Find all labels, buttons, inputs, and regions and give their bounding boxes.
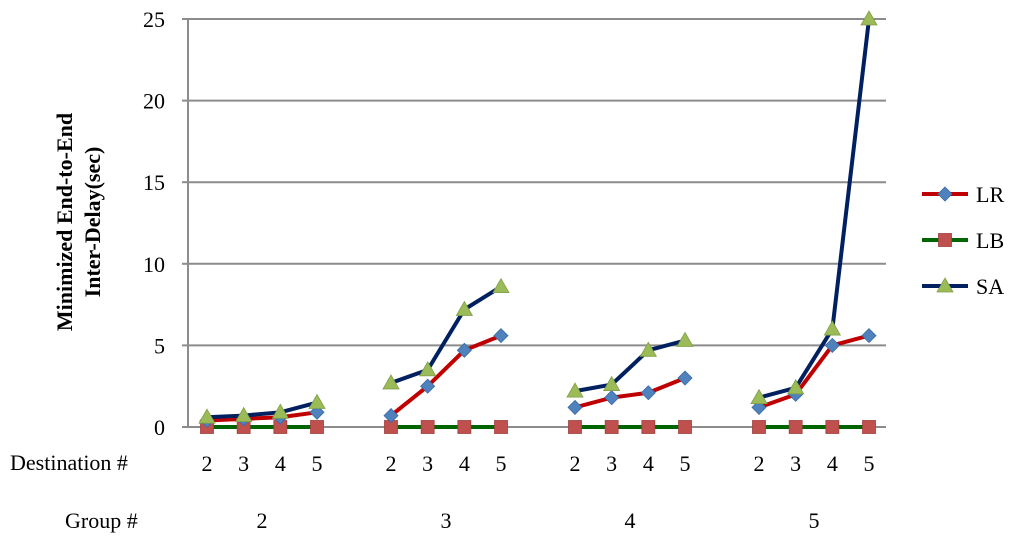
- data-point-lr: [567, 399, 583, 415]
- data-point-lr: [604, 390, 620, 406]
- legend-item-lb: LB: [922, 228, 1004, 253]
- destination-tick-label: 3: [606, 451, 617, 476]
- legend-item-lr: LR: [922, 182, 1004, 207]
- destination-tick-label: 2: [202, 451, 213, 476]
- series-line-sa: [390, 284, 503, 385]
- data-point-lb: [641, 420, 656, 434]
- data-point-sa: [418, 361, 437, 377]
- data-point-lb: [457, 420, 472, 434]
- legend-label: LR: [976, 182, 1004, 207]
- destination-tick-label: 2: [570, 451, 581, 476]
- y-tick-label: 20: [143, 89, 165, 114]
- data-point-sa: [382, 374, 400, 390]
- legend-marker: [936, 277, 954, 293]
- y-tick-label: 10: [143, 252, 165, 277]
- data-point-lr: [824, 337, 840, 353]
- data-point-lr: [493, 328, 509, 344]
- data-point-sa: [786, 379, 805, 395]
- axes: [182, 18, 886, 428]
- data-point-lb: [494, 420, 508, 434]
- data-point-sa: [602, 375, 621, 391]
- series-line-sa: [574, 338, 686, 394]
- data-point-lb: [604, 420, 619, 434]
- series-line-lr: [389, 333, 502, 418]
- legend: LR LB SA: [922, 182, 1004, 299]
- destination-tick-label: 5: [680, 451, 691, 476]
- data-point-sa: [566, 382, 584, 398]
- group-tick-label: 2: [257, 508, 268, 533]
- x-tick-labels: 2 3 4 522 3 4 532 3 4 542 3 4 55: [202, 451, 875, 533]
- series-lr: [199, 328, 877, 429]
- data-point-lr: [640, 385, 656, 401]
- destination-tick-label: 3: [238, 451, 249, 476]
- legend-marker: [938, 233, 952, 247]
- destination-tick-label: 5: [312, 451, 323, 476]
- y-axis-label-line2: Inter-Delay(sec): [80, 147, 105, 298]
- series-layer: [198, 10, 878, 434]
- destination-tick-label: 2: [386, 451, 397, 476]
- data-point-lr: [861, 328, 877, 344]
- data-point-sa: [271, 403, 290, 419]
- data-point-lr: [677, 370, 693, 386]
- series-line-sa: [758, 18, 871, 400]
- y-tick-label: 25: [143, 7, 165, 32]
- y-axis-label-line1: Minimized End-to-End: [52, 113, 77, 331]
- destination-tick-label: 5: [496, 451, 507, 476]
- destination-tick-label: 3: [790, 451, 801, 476]
- data-point-lb: [788, 420, 803, 434]
- data-point-lb: [862, 420, 876, 434]
- data-point-lb: [310, 420, 324, 434]
- group-tick-label: 4: [625, 508, 636, 533]
- y-tick-label: 15: [143, 170, 165, 195]
- data-point-lb: [678, 420, 692, 434]
- data-point-sa: [639, 341, 658, 357]
- series-sa: [198, 10, 878, 424]
- destination-tick-label: 3: [422, 451, 433, 476]
- legend-label: LB: [976, 228, 1004, 253]
- data-point-sa: [750, 388, 768, 405]
- data-point-sa: [492, 277, 510, 294]
- destination-tick-label: 5: [864, 451, 875, 476]
- group-row-label: Group #: [65, 508, 138, 533]
- y-tick-label: 0: [154, 415, 165, 440]
- series-line-lr: [758, 333, 870, 410]
- data-point-sa: [455, 300, 474, 316]
- y-tick-labels: 0 5 10 15 20 25: [143, 7, 165, 440]
- group-tick-label: 5: [809, 508, 820, 533]
- series-line-lr: [206, 410, 318, 423]
- y-tick-label: 5: [154, 333, 165, 358]
- group-tick-label: 3: [441, 508, 452, 533]
- legend-item-sa: SA: [922, 274, 1004, 299]
- data-point-sa: [308, 393, 326, 409]
- data-point-sa: [860, 10, 878, 26]
- data-point-lb: [420, 420, 435, 434]
- legend-marker: [937, 186, 953, 202]
- data-point-lb: [568, 420, 582, 434]
- data-point-lr: [383, 408, 399, 424]
- destination-tick-label: 4: [643, 451, 654, 476]
- data-point-lr: [420, 378, 436, 394]
- series-line-lr: [574, 376, 686, 410]
- data-point-sa: [676, 331, 694, 347]
- data-point-lr: [456, 342, 472, 358]
- destination-tick-label: 4: [827, 451, 838, 476]
- legend-label: SA: [976, 274, 1004, 299]
- series-lb: [200, 420, 876, 434]
- data-point-sa: [823, 320, 842, 336]
- data-point-lb: [752, 420, 766, 434]
- data-point-sa: [198, 408, 216, 424]
- gridlines: [188, 18, 886, 347]
- destination-tick-label: 4: [459, 451, 470, 476]
- destination-row-label: Destination #: [10, 450, 128, 475]
- data-point-lb: [825, 420, 840, 434]
- data-point-sa: [234, 406, 253, 422]
- series-line-sa: [206, 400, 318, 420]
- destination-tick-label: 4: [275, 451, 286, 476]
- destination-tick-label: 2: [754, 451, 765, 476]
